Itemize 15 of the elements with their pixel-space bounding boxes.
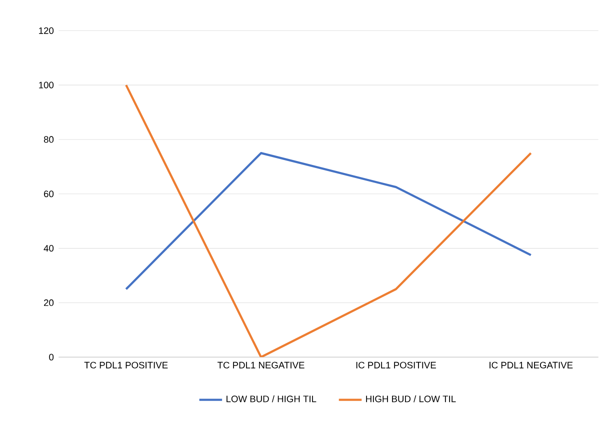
legend-label: HIGH BUD / LOW TIL xyxy=(366,395,456,402)
y-tick-label: 80 xyxy=(44,136,54,143)
x-tick-label: TC PDL1 NEGATIVE xyxy=(218,362,304,368)
y-tick-label: 120 xyxy=(39,27,54,34)
legend-label: LOW BUD / HIGH TIL xyxy=(226,395,316,402)
y-tick-label: 0 xyxy=(49,354,54,360)
x-tick-label: IC PDL1 NEGATIVE xyxy=(490,362,573,368)
y-tick-label: 40 xyxy=(44,244,54,252)
line-series xyxy=(125,84,532,357)
y-tick-label: 20 xyxy=(44,299,54,306)
line-series xyxy=(125,152,532,290)
y-tick-label: 100 xyxy=(39,82,54,88)
y-tick-label: 60 xyxy=(44,190,54,197)
x-tick-label: TC PDL1 POSITIVE xyxy=(84,362,168,368)
x-tick-label: IC PDL1 POSITIVE xyxy=(356,362,436,368)
